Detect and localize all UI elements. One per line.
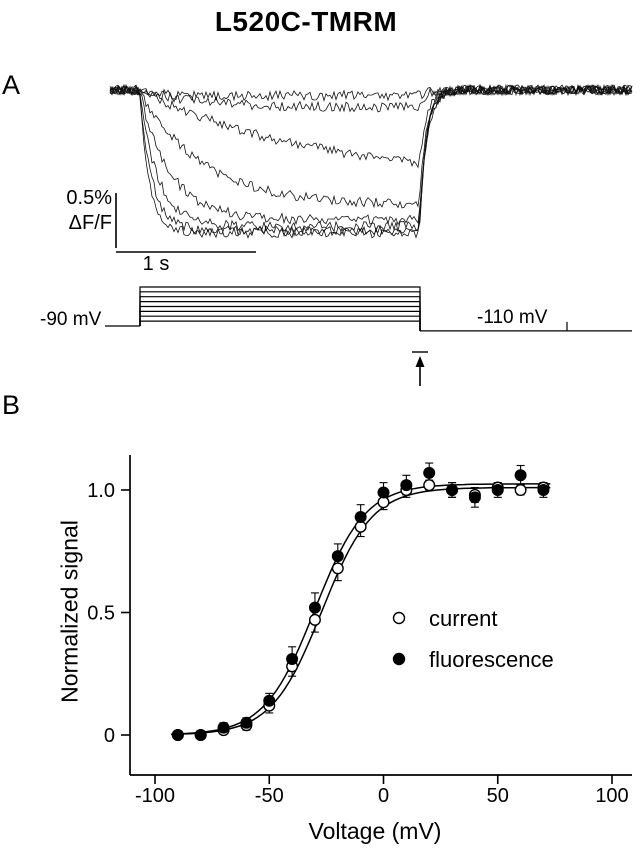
- fluorescence-trace: [109, 83, 633, 209]
- filled-circle-marker: [194, 729, 207, 742]
- pulse-end-arrowhead: [415, 356, 425, 367]
- y-tick-label: 0.5: [87, 603, 115, 625]
- x-tick-label: -100: [135, 785, 175, 807]
- protocol-step-line: [139, 315, 421, 331]
- x-axis-title: Voltage (mV): [308, 818, 442, 844]
- filled-circle-marker: [263, 694, 276, 707]
- x-tick-label: 0: [378, 785, 389, 807]
- legend-current-marker: [392, 611, 406, 625]
- filled-circle-marker: [377, 486, 390, 499]
- legend-current-label: current: [429, 606, 498, 631]
- filled-circle-marker: [217, 721, 230, 734]
- open-circle-marker: [354, 520, 367, 533]
- panel-b-label: B: [2, 390, 21, 420]
- filled-circle-marker: [240, 716, 253, 729]
- fluorescence-scale-label: 0.5% ΔF/F: [38, 186, 112, 236]
- open-circle-marker: [377, 496, 390, 509]
- y-axis-title: Normalized signal: [56, 520, 83, 703]
- fluorescence-trace: [109, 83, 633, 238]
- filled-circle-marker: [514, 469, 527, 482]
- fluorescence-trace: [110, 84, 633, 226]
- filled-circle-marker: [354, 510, 367, 523]
- y-tick-label: 0: [104, 725, 115, 747]
- holding-potential-label: -90 mV: [40, 309, 102, 330]
- tail-potential-label: -110 mV: [477, 307, 548, 328]
- legend-fluorescence-marker: [392, 652, 406, 666]
- x-tick-label: -50: [255, 785, 284, 807]
- y-tick-label: 1.0: [87, 480, 115, 502]
- open-circle-marker: [331, 562, 344, 575]
- time-scale-label: 1 s: [142, 253, 170, 275]
- filled-circle-marker: [446, 484, 459, 497]
- filled-circle-marker: [468, 491, 481, 504]
- legend-fluorescence-label: fluorescence: [429, 647, 554, 672]
- filled-circle-marker: [171, 729, 184, 742]
- filled-circle-marker: [491, 484, 504, 497]
- filled-circle-marker: [537, 484, 550, 497]
- x-tick-label: 100: [595, 785, 628, 807]
- scale-percent-text: 0.5%: [66, 187, 112, 209]
- protocol-step-line: [139, 320, 421, 331]
- panel-a-label: A: [2, 70, 21, 100]
- fluorescence-trace: [109, 84, 633, 233]
- open-circle-marker: [308, 613, 321, 626]
- protocol-step-line: [139, 305, 421, 331]
- filled-circle-marker: [286, 653, 299, 666]
- filled-circle-marker: [400, 479, 413, 492]
- scale-dff-text: ΔF/F: [68, 212, 112, 234]
- filled-circle-marker: [331, 550, 344, 563]
- filled-circle-marker: [308, 601, 321, 614]
- fluorescence-trace: [109, 83, 633, 239]
- open-circle-marker: [423, 479, 436, 492]
- protocol-step-line: [139, 286, 421, 331]
- x-tick-label: 50: [487, 785, 509, 807]
- figure-title: L520C-TMRM: [214, 6, 398, 37]
- filled-circle-marker: [423, 466, 436, 479]
- open-circle-marker: [514, 484, 527, 497]
